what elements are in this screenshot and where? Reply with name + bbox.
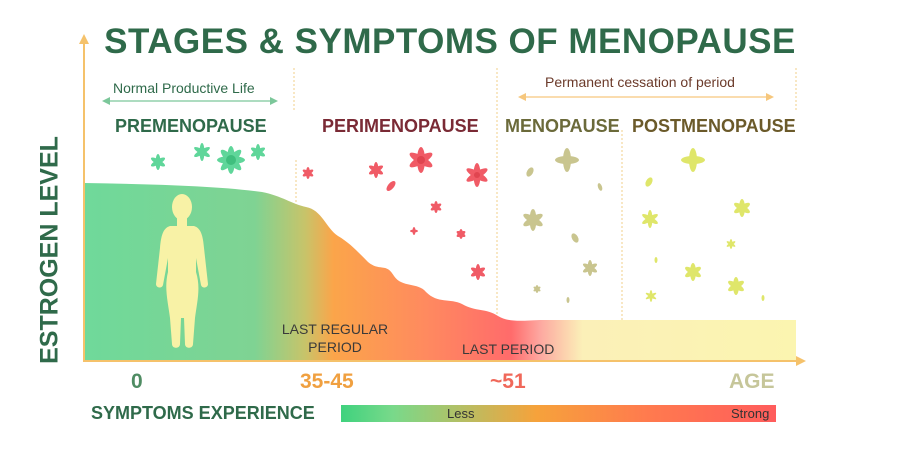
- age-label-axis: AGE: [729, 370, 775, 393]
- cessation-arrow: [518, 93, 774, 101]
- last-regular-period-label: LAST REGULAR PERIOD: [281, 321, 389, 355]
- normal-life-note: Normal Productive Life: [113, 80, 255, 96]
- flower-icon: [150, 154, 166, 170]
- page-title: STAGES & SYMPTOMS OF MENOPAUSE: [104, 22, 796, 61]
- age-label-51: ~51: [490, 370, 526, 393]
- age-label-35-45: 35-45: [300, 370, 354, 393]
- symptoms-gradient-bar: [341, 405, 776, 422]
- woman-silhouette: [156, 194, 208, 348]
- flower-icon: [217, 146, 245, 174]
- stage-perimenopause: PERIMENOPAUSE: [322, 116, 479, 136]
- stage-menopause: MENOPAUSE: [505, 116, 620, 136]
- flower-icon: [250, 144, 266, 160]
- last-period-label: LAST PERIOD: [462, 341, 555, 357]
- menopause-flowers: [523, 148, 603, 303]
- age-label-0: 0: [131, 370, 143, 393]
- cessation-note: Permanent cessation of period: [545, 74, 735, 90]
- x-axis-arrow: [796, 356, 806, 366]
- symptoms-less-label: Less: [447, 406, 475, 421]
- stage-postmenopause: POSTMENOPAUSE: [632, 116, 796, 136]
- symptoms-label: SYMPTOMS EXPERIENCE: [91, 403, 315, 423]
- y-axis-arrow: [79, 34, 89, 44]
- normal-life-arrow: [102, 97, 278, 105]
- perimenopause-flowers: [302, 147, 488, 280]
- symptoms-strong-label: Strong: [731, 406, 770, 421]
- premenopause-flowers: [150, 143, 266, 174]
- estrogen-level-area: [84, 183, 796, 361]
- stage-dividers: [293, 68, 797, 320]
- flower-icon: [194, 143, 210, 161]
- stage-premenopause: PREMENOPAUSE: [115, 116, 267, 136]
- postmenopause-flowers: [642, 148, 765, 302]
